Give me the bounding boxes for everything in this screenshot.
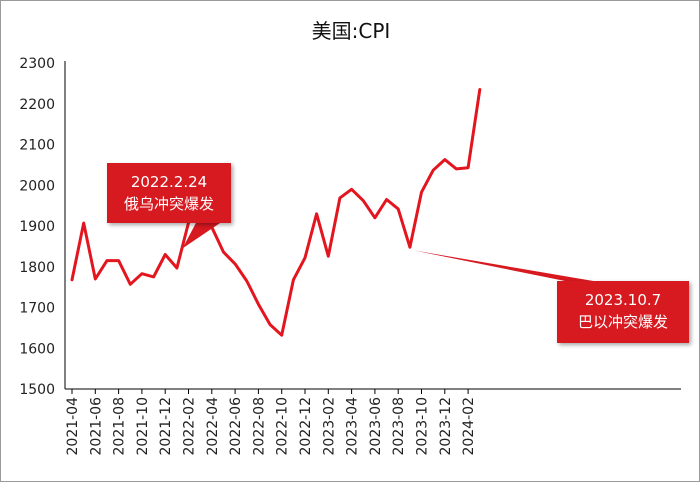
x-tick-label: 2021-08 [112,397,128,456]
callout-israel-palestine-pointer [413,250,605,283]
y-tick-label: 1600 [19,341,55,357]
cpi-series-line [70,88,482,337]
x-tick-label: 2022-06 [228,397,244,456]
x-tick-label: 2021-10 [135,397,151,456]
y-tick-label: 2000 [19,178,55,194]
callout-russia-ukraine: 2022.2.24 俄乌冲突爆发 [107,163,231,223]
x-tick-label: 2021-04 [65,397,81,456]
x-tick-label: 2023-10 [415,397,431,456]
callout-israel-palestine-text: 巴以冲突爆发 [577,313,668,331]
x-tick-label: 2023-08 [391,397,407,456]
x-tick-label: 2023-04 [345,397,361,456]
y-tick-label: 2200 [19,97,55,113]
x-tick-label: 2022-02 [182,397,198,456]
x-tick-label: 2022-04 [205,397,221,456]
x-tick-label: 2023-12 [438,397,454,456]
x-tick-label: 2021-12 [158,397,174,456]
x-tick-label: 2021-06 [88,397,104,456]
callout-russia-ukraine-text: 俄乌冲突爆发 [123,195,214,213]
x-tick-label: 2022-10 [275,397,291,456]
y-tick-label: 1800 [19,260,55,276]
y-tick-label: 2100 [19,138,55,154]
callout-russia-ukraine-pointer [182,221,223,249]
x-tick-label: 2023-02 [321,397,337,456]
x-tick-label: 2022-08 [251,397,267,456]
x-tick-label: 2023-06 [368,397,384,456]
x-tick-label: 2024-02 [461,397,477,456]
callout-israel-palestine-date: 2023.10.7 [584,291,662,309]
y-tick-label: 1500 [19,382,55,398]
callout-israel-palestine: 2023.10.7 巴以冲突爆发 [557,281,689,343]
callout-russia-ukraine-date: 2022.2.24 [130,173,208,191]
y-tick-label: 1900 [19,219,55,235]
y-tick-label: 2300 [19,56,55,72]
y-tick-label: 1700 [19,301,55,317]
chart-title: 美国:CPI [311,19,391,43]
x-tick-label: 2022-12 [298,397,314,456]
